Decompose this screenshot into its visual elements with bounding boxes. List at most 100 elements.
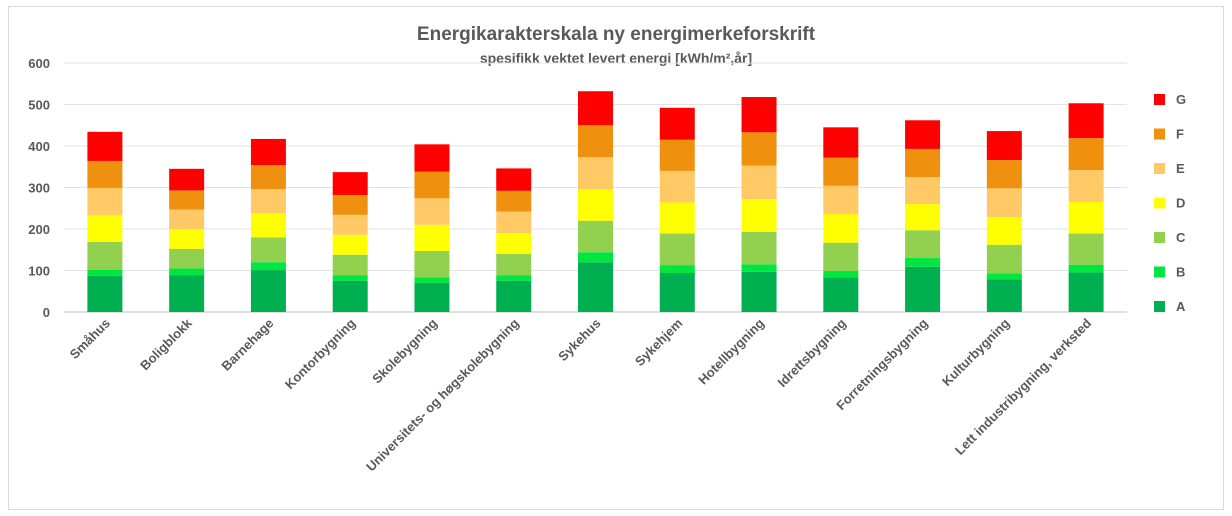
y-tick-label: 500 — [28, 98, 50, 113]
bar-segment-c — [414, 250, 450, 278]
x-axis-ticks: Småhus Boligblokk Barnehage Kontorbygning Sk… — [67, 315, 1095, 474]
bar-segment-d — [332, 234, 368, 255]
bar-segment-e — [169, 209, 205, 229]
bar-segment-b — [905, 258, 941, 267]
x-tick-label: Lett industribygning, verksted — [952, 315, 1094, 457]
bar-segment-f — [986, 160, 1022, 189]
bar-segment-e — [414, 198, 450, 225]
chart-frame: Energikarakterskala ny energimerkeforskr… — [8, 6, 1224, 510]
bar-segment-g — [741, 97, 777, 133]
y-tick-label: 300 — [28, 181, 50, 196]
bar-segment-c — [823, 242, 859, 271]
chart-title: Energikarakterskala ny energimerkeforskr… — [417, 24, 816, 45]
bar-segment-f — [332, 194, 368, 215]
bar-segment-a — [1068, 272, 1104, 312]
bar-segment-a — [659, 272, 695, 312]
bar-segment-b — [823, 270, 859, 278]
bar-segment-d — [250, 213, 286, 238]
legend-label-g: G — [1176, 92, 1186, 107]
bar-segment-c — [741, 231, 777, 265]
bar-segment-f — [87, 160, 123, 188]
bar-segment-b — [741, 264, 777, 272]
bar-segment-e — [823, 185, 859, 215]
bar-segment-g — [414, 144, 450, 172]
bar-segment-g — [87, 131, 123, 161]
bar-segment-e — [905, 177, 941, 205]
bar-segment-c — [332, 254, 368, 276]
bar-segment-f — [496, 190, 532, 212]
bar-segment-g — [659, 107, 695, 140]
bar-segment-e — [659, 170, 695, 203]
bar-segment-c — [250, 237, 286, 263]
x-tick-label: Sykehus — [555, 316, 603, 364]
bar-segment-g — [332, 172, 368, 195]
stacked-bar-chart: Energikarakterskala ny energimerkeforskr… — [28, 24, 1186, 474]
legend: G F E D C B A — [1154, 92, 1186, 314]
bar-segment-d — [986, 216, 1022, 245]
x-tick-label: Kontorbygning — [282, 315, 359, 392]
bar-segment-b — [414, 277, 450, 283]
x-tick-label: Skolebygning — [369, 315, 440, 386]
bar-segment-d — [496, 233, 532, 254]
bar-segment-d — [905, 204, 941, 231]
x-tick-label: Kulturbygning — [939, 315, 1012, 388]
bar-segment-a — [986, 279, 1022, 312]
bar-segment-e — [250, 189, 286, 214]
y-axis-ticks: 0 100 200 300 400 500 600 — [28, 56, 50, 320]
y-tick-label: 400 — [28, 139, 50, 154]
bar-segment-g — [823, 127, 859, 158]
bar-segment-d — [659, 202, 695, 234]
bar-segment-e — [986, 188, 1022, 217]
bar-segment-a — [169, 275, 205, 312]
bar-segment-a — [496, 280, 532, 312]
legend-swatch-g — [1154, 94, 1165, 105]
bar-segment-b — [87, 269, 123, 276]
legend-swatch-b — [1154, 266, 1165, 278]
legend-label-b: B — [1176, 265, 1185, 280]
bar-segment-g — [169, 168, 205, 191]
bar-segment-c — [496, 253, 532, 276]
bar-segment-b — [986, 273, 1022, 280]
bar-segment-g — [905, 120, 941, 149]
x-tick-label: Sykehjem — [632, 316, 686, 370]
bar-segment-d — [741, 199, 777, 232]
bar-segment-a — [332, 280, 368, 312]
bar-segment-a — [87, 275, 123, 312]
bar-segment-b — [659, 265, 695, 273]
bar-segment-e — [332, 214, 368, 235]
y-tick-label: 100 — [28, 264, 50, 279]
x-tick-label: Forretningsbygning — [833, 315, 930, 412]
bar-segment-d — [414, 224, 450, 251]
legend-swatch-c — [1154, 232, 1165, 243]
bars — [87, 91, 1104, 312]
bar-segment-c — [986, 244, 1022, 274]
legend-swatch-e — [1154, 163, 1165, 174]
y-tick-label: 200 — [28, 222, 50, 237]
bar-segment-c — [905, 230, 941, 259]
x-tick-label: Barnehage — [218, 316, 276, 374]
legend-swatch-d — [1154, 197, 1165, 209]
y-tick-label: 0 — [43, 305, 50, 320]
bar-segment-b — [169, 268, 205, 276]
bar-segment-a — [823, 277, 859, 312]
bar-segment-d — [578, 189, 613, 221]
bar-segment-f — [578, 125, 613, 158]
bar-segment-d — [823, 214, 859, 243]
bar-segment-e — [87, 187, 123, 216]
bar-segment-a — [741, 271, 777, 312]
bar-segment-f — [905, 148, 941, 178]
bar-segment-c — [659, 233, 695, 266]
bar-segment-g — [986, 131, 1022, 161]
bar-segment-b — [332, 275, 368, 281]
bar-segment-e — [741, 165, 777, 200]
y-tick-label: 600 — [28, 56, 50, 71]
bar-segment-g — [1068, 103, 1104, 139]
legend-label-d: D — [1176, 196, 1185, 211]
bar-segment-c — [87, 241, 123, 270]
legend-label-c: C — [1176, 230, 1186, 245]
bar-segment-c — [1068, 233, 1104, 265]
legend-swatch-a — [1154, 301, 1165, 312]
bar-segment-a — [250, 270, 286, 312]
bar-segment-g — [496, 168, 532, 191]
bar-segment-g — [578, 91, 613, 126]
